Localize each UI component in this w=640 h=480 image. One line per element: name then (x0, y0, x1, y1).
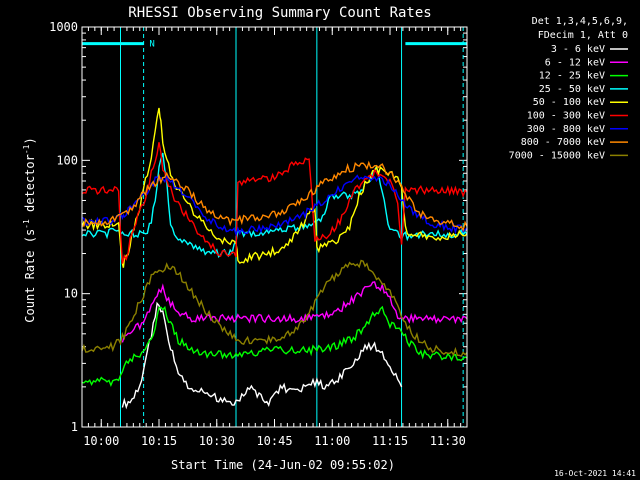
y-tick-label: 1 (71, 420, 78, 434)
night-marker: N (149, 40, 154, 50)
legend-header-line-1: Det 1,3,4,5,6,9, (532, 16, 628, 27)
y-axis-label: Count Rate (s-1 detector-1) (22, 137, 37, 322)
legend-label-800-7000-kev: 800 - 7000 keV (521, 137, 605, 148)
legend-label-50-100-kev: 50 - 100 keV (533, 97, 605, 108)
x-tick-label: 10:45 (256, 434, 292, 448)
legend-label-100-300-kev: 100 - 300 keV (527, 111, 605, 122)
series-line-7000-15000-kev (81, 259, 468, 357)
plot-frame (81, 26, 468, 428)
legend-label-12-25-kev: 12 - 25 keV (539, 71, 605, 82)
footer-date: 16-Oct-2021 14:41 (554, 469, 636, 478)
series-line-3-6-kev (121, 301, 403, 410)
series-line-6-12-kev (121, 281, 468, 343)
series-line-50-100-kev (81, 107, 468, 268)
x-tick-label: 10:00 (83, 434, 119, 448)
series-line-300-800-kev (81, 173, 468, 237)
y-axis-label-main: Count Rate (s (23, 229, 37, 323)
y-axis-label-sup-1: -1 (22, 219, 31, 229)
legend-label-6-12-kev: 6 - 12 keV (545, 57, 605, 68)
y-tick-label: 1000 (49, 20, 78, 34)
svg-text:Count Rate (s-1 detector-1): Count Rate (s-1 detector-1) (22, 137, 37, 322)
x-tick-label: 11:00 (314, 434, 350, 448)
y-axis-label-mid: detector (23, 154, 37, 219)
x-tick-label: 11:15 (372, 434, 408, 448)
y-tick-label: 100 (56, 153, 78, 167)
x-axis-label: Start Time (24-Jun-02 09:55:02) (171, 458, 395, 472)
y-axis-label-end: ) (23, 137, 37, 144)
legend: Det 1,3,4,5,6,9, FDecim 1, Att 0 3 - 6 k… (509, 16, 628, 161)
legend-header-line-2: FDecim 1, Att 0 (538, 30, 628, 41)
series-line-12-25-kev (81, 305, 468, 388)
x-tick-label: 10:30 (199, 434, 235, 448)
x-tick-label: 10:15 (141, 434, 177, 448)
x-tick-label: 11:30 (430, 434, 466, 448)
series-line-100-300-kev (81, 142, 468, 264)
legend-label-300-800-kev: 300 - 800 keV (527, 124, 605, 135)
series-line-800-7000-kev (81, 160, 468, 232)
legend-label-25-50-kev: 25 - 50 keV (539, 84, 605, 95)
chart-title: RHESSI Observing Summary Count Rates (128, 5, 431, 21)
y-tick-label: 10 (64, 287, 78, 301)
legend-label-3-6-kev: 3 - 6 keV (551, 44, 605, 55)
legend-label-7000-15000-kev: 7000 - 15000 keV (509, 150, 605, 161)
y-axis-label-sup-2: -1 (22, 144, 31, 154)
